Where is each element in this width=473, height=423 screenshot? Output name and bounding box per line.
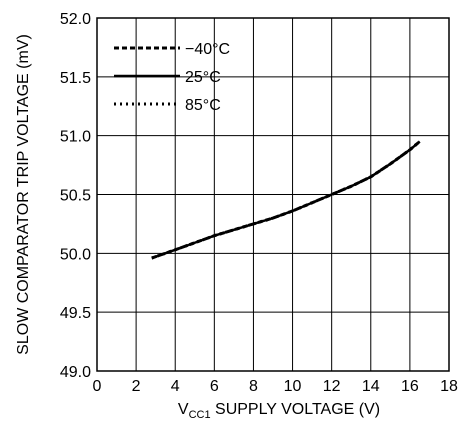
- x-axis-label-subscript: CC1: [189, 409, 211, 421]
- x-tick-label: 10: [284, 378, 302, 395]
- y-axis-label: SLOW COMPARATOR TRIP VOLTAGE (mV): [15, 34, 32, 355]
- x-axis-label: VCC1 SUPPLY VOLTAGE (V): [178, 401, 380, 421]
- x-tick-label: 6: [210, 378, 219, 395]
- x-axis-label-rest: SUPPLY VOLTAGE (V): [211, 401, 381, 418]
- series-line-2: [151, 140, 421, 260]
- y-tick-label: 51.0: [60, 129, 91, 146]
- x-tick-label: 8: [249, 378, 258, 395]
- x-tick-label: 4: [171, 378, 180, 395]
- x-tick-label: 14: [362, 378, 380, 395]
- legend: −40°C 25°C 85°C: [114, 41, 230, 114]
- y-tick-label: 50.5: [60, 188, 91, 205]
- y-tick-label: 49.0: [60, 364, 91, 381]
- x-tick-labels: 0 2 4 6 8 10 12 14 16 18: [93, 378, 458, 395]
- legend-label: 85°C: [185, 97, 221, 114]
- x-tick-label: 12: [323, 378, 341, 395]
- legend-label: −40°C: [185, 41, 230, 58]
- y-tick-labels: 49.0 49.5 50.0 50.5 51.0 51.5 52.0: [60, 11, 91, 381]
- series-layer: [151, 140, 421, 260]
- x-tick-label: 16: [401, 378, 419, 395]
- series-line-1: [151, 140, 421, 260]
- x-tick-label: 0: [93, 378, 102, 395]
- plot-frame: [96, 17, 450, 372]
- series-line-3: [151, 140, 421, 260]
- x-tick-label: 2: [132, 378, 141, 395]
- x-axis-label-main: V: [178, 401, 189, 418]
- y-tick-label: 49.5: [60, 305, 91, 322]
- y-tick-label: 51.5: [60, 70, 91, 87]
- legend-label: 25°C: [185, 69, 221, 86]
- grid: [96, 17, 450, 372]
- x-tick-label: 18: [440, 378, 458, 395]
- y-tick-label: 52.0: [60, 11, 91, 28]
- y-tick-label: 50.0: [60, 246, 91, 263]
